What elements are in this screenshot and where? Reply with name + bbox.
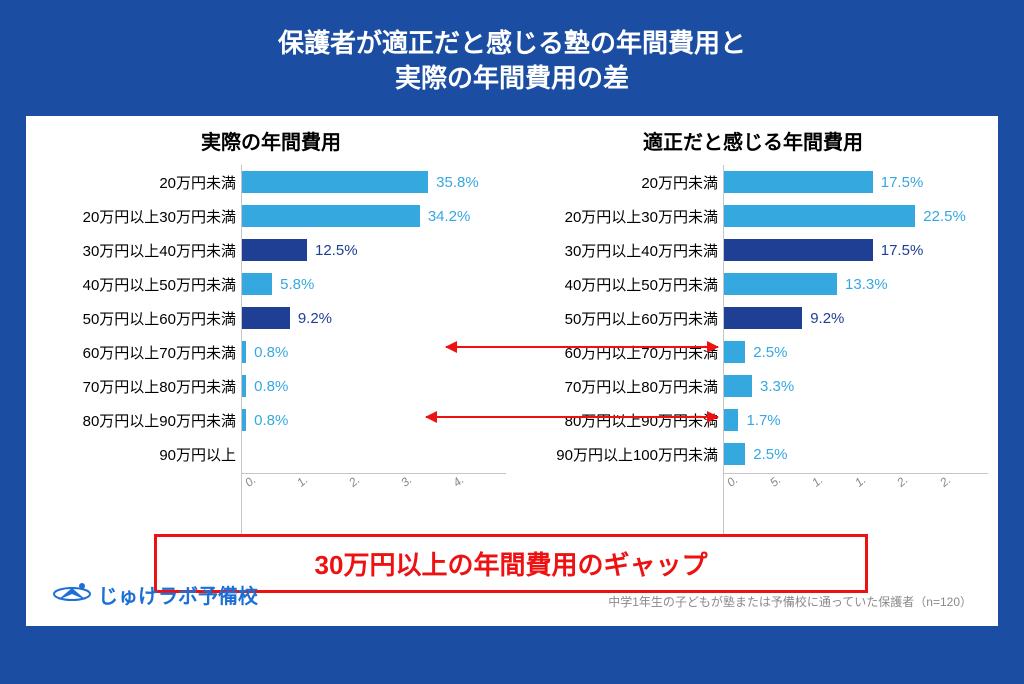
bar — [242, 205, 420, 227]
row-label: 90万円以上 — [36, 444, 236, 465]
row-label: 70万円以上80万円未満 — [36, 376, 236, 397]
bar-value-label: 17.5% — [881, 174, 924, 191]
bar-value-label: 13.3% — [845, 276, 888, 293]
bar-row: 50万円以上60万円未満9.2% — [724, 301, 988, 335]
row-label: 50万円以上60万円未満 — [518, 308, 718, 329]
bar-row: 20万円以上30万円未満22.5% — [724, 199, 988, 233]
row-label: 90万円以上100万円未満 — [518, 444, 718, 465]
bar-value-label: 2.5% — [753, 344, 787, 361]
bar-row: 60万円以上70万円未満0.8% — [242, 335, 506, 369]
row-label: 70万円以上80万円未満 — [518, 376, 718, 397]
bar-value-label: 35.8% — [436, 174, 479, 191]
chart-container: 実際の年間費用 20万円未満35.8%20万円以上30万円未満34.2%30万円… — [26, 116, 998, 626]
bar-value-label: 34.2% — [428, 208, 471, 225]
bar — [242, 375, 246, 397]
footer: じゅけラボ予備校 中学1年生の子どもが塾または予備校に通っていた保護者（n=12… — [52, 578, 972, 610]
row-label: 50万円以上60万円未満 — [36, 308, 236, 329]
bar-row: 20万円以上30万円未満34.2% — [242, 199, 506, 233]
bar — [724, 443, 745, 465]
bar — [724, 239, 873, 261]
x-tick-label: 0. — [242, 473, 259, 490]
x-tick-label: 2. — [894, 473, 911, 490]
bar-row: 80万円以上90万円未満0.8% — [242, 403, 506, 437]
bar — [724, 273, 837, 295]
bar-value-label: 17.5% — [881, 242, 924, 259]
right-chart-title: 適正だと感じる年間費用 — [518, 126, 988, 155]
row-label: 60万円以上70万円未満 — [518, 342, 718, 363]
bar — [242, 239, 307, 261]
bar-row: 50万円以上60万円未満9.2% — [242, 301, 506, 335]
bar-value-label: 12.5% — [315, 242, 358, 259]
x-tick-label: 3. — [398, 473, 415, 490]
chart-title: 保護者が適正だと感じる塾の年間費用と 実際の年間費用の差 — [0, 0, 1024, 96]
bar-value-label: 5.8% — [280, 276, 314, 293]
x-tick-label: 0. — [724, 473, 741, 490]
right-chart-bars: 20万円未満17.5%20万円以上30万円未満22.5%30万円以上40万円未満… — [518, 165, 988, 545]
bar — [724, 409, 738, 431]
bar-value-label: 3.3% — [760, 378, 794, 395]
bar — [242, 409, 246, 431]
bar-row: 90万円以上100万円未満2.5% — [724, 437, 988, 471]
bar-row: 20万円未満17.5% — [724, 165, 988, 199]
bar — [242, 171, 428, 193]
bar-row: 30万円以上40万円未満12.5% — [242, 233, 506, 267]
x-tick-label: 5. — [767, 473, 784, 490]
x-tick-label: 4. — [450, 473, 467, 490]
row-label: 20万円未満 — [36, 172, 236, 193]
bar — [242, 341, 246, 363]
bar-row: 70万円以上80万円未満3.3% — [724, 369, 988, 403]
bar-row: 70万円以上80万円未満0.8% — [242, 369, 506, 403]
bar — [242, 307, 290, 329]
left-chart-title: 実際の年間費用 — [36, 126, 506, 155]
bar — [724, 375, 752, 397]
bar-row: 80万円以上90万円未満1.7% — [724, 403, 988, 437]
bar-row: 60万円以上70万円未満2.5% — [724, 335, 988, 369]
bar-value-label: 9.2% — [298, 310, 332, 327]
x-tick-label: 2. — [346, 473, 363, 490]
row-label: 40万円以上50万円未満 — [518, 274, 718, 295]
x-axis-line — [242, 473, 506, 474]
bar-row: 90万円以上 — [242, 437, 506, 471]
row-label: 40万円以上50万円未満 — [36, 274, 236, 295]
x-tick-label: 1. — [294, 473, 311, 490]
logo-text: じゅけラボ予備校 — [98, 580, 258, 609]
bar — [724, 341, 745, 363]
bar-row: 40万円以上50万円未満5.8% — [242, 267, 506, 301]
bar-row: 40万円以上50万円未満13.3% — [724, 267, 988, 301]
brand-logo: じゅけラボ予備校 — [52, 578, 258, 610]
row-label: 20万円未満 — [518, 172, 718, 193]
bar-value-label: 9.2% — [810, 310, 844, 327]
row-label: 30万円以上40万円未満 — [36, 240, 236, 261]
bar-value-label: 2.5% — [753, 446, 787, 463]
comparison-arrow — [426, 416, 718, 418]
sample-note: 中学1年生の子どもが塾または予備校に通っていた保護者（n=120） — [608, 593, 972, 610]
row-label: 30万円以上40万円未満 — [518, 240, 718, 261]
bar-row: 20万円未満35.8% — [242, 165, 506, 199]
row-label: 80万円以上90万円未満 — [518, 410, 718, 431]
bar — [242, 273, 272, 295]
bar-value-label: 0.8% — [254, 378, 288, 395]
x-tick-label: 1. — [809, 473, 826, 490]
left-chart-bars: 20万円未満35.8%20万円以上30万円未満34.2%30万円以上40万円未満… — [36, 165, 506, 545]
row-label: 20万円以上30万円未満 — [36, 206, 236, 227]
bar — [724, 205, 915, 227]
row-label: 20万円以上30万円未満 — [518, 206, 718, 227]
bar — [724, 171, 873, 193]
title-line-2: 実際の年間費用の差 — [395, 63, 629, 93]
bar-value-label: 0.8% — [254, 344, 288, 361]
bar-value-label: 22.5% — [923, 208, 966, 225]
bar — [724, 307, 802, 329]
logo-icon — [52, 578, 92, 610]
comparison-arrow — [446, 346, 718, 348]
row-label: 80万円以上90万円未満 — [36, 410, 236, 431]
row-label: 60万円以上70万円未満 — [36, 342, 236, 363]
callout-text: 30万円以上の年間費用のギャップ — [315, 550, 708, 580]
title-line-1: 保護者が適正だと感じる塾の年間費用と — [278, 28, 746, 58]
x-tick-label: 2. — [937, 473, 954, 490]
x-tick-label: 1. — [852, 473, 869, 490]
bar-row: 30万円以上40万円未満17.5% — [724, 233, 988, 267]
bar-value-label: 1.7% — [746, 412, 780, 429]
bar-value-label: 0.8% — [254, 412, 288, 429]
